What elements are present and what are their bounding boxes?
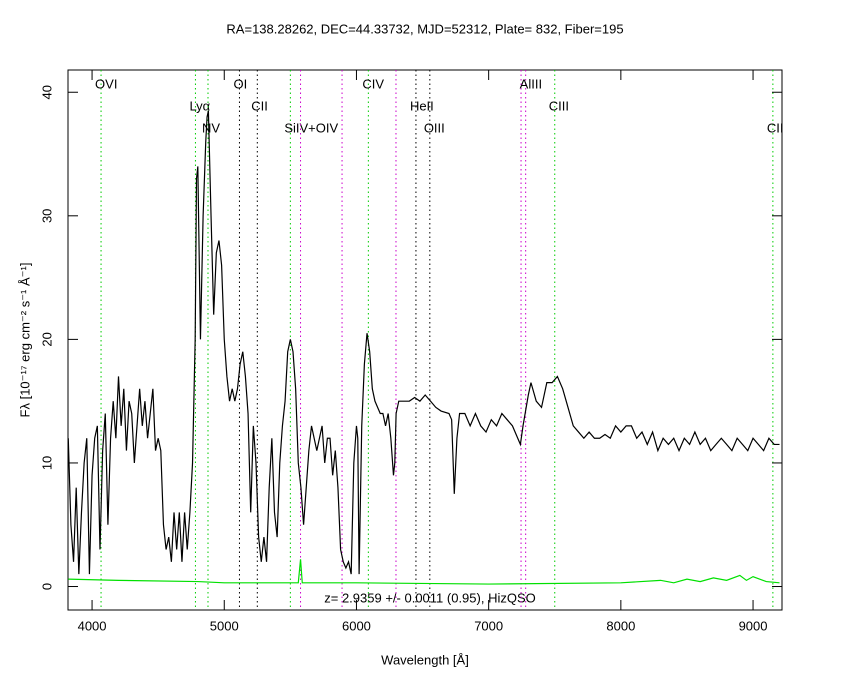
line-label: OI [233,76,247,91]
spectrum-line [68,559,780,585]
line-label: Lyα [189,98,210,113]
x-tick-label: 6000 [342,618,371,633]
x-tick-label: 7000 [474,618,503,633]
y-tick-label: 30 [39,209,54,223]
line-label: OIII [424,120,445,135]
spectrum-line [68,110,780,575]
line-label: AlIII [520,76,542,91]
x-tick-label: 4000 [78,618,107,633]
line-label: SiIV+OIV [284,120,338,135]
line-label: NV [202,120,220,135]
x-tick-label: 8000 [606,618,635,633]
line-label: CII [251,98,268,113]
line-label: CIII [549,98,569,113]
plot-frame [67,69,783,611]
x-tick-label: 9000 [739,618,768,633]
y-tick-label: 0 [39,583,54,590]
line-label: HeII [410,98,434,113]
x-tick-label: 5000 [210,618,239,633]
y-tick-label: 40 [39,85,54,99]
y-tick-label: 10 [39,456,54,470]
chart-title: RA=138.28262, DEC=44.33732, MJD=52312, P… [226,21,623,36]
line-label: CII [767,120,784,135]
y-axis-label: Fλ [10⁻¹⁷ erg cm⁻² s⁻¹ Å⁻¹] [17,263,32,418]
line-label: OVI [95,76,117,91]
line-label: CIV [362,76,384,91]
x-axis-label: Wavelength [Å] [381,652,469,667]
y-tick-label: 20 [39,332,54,346]
